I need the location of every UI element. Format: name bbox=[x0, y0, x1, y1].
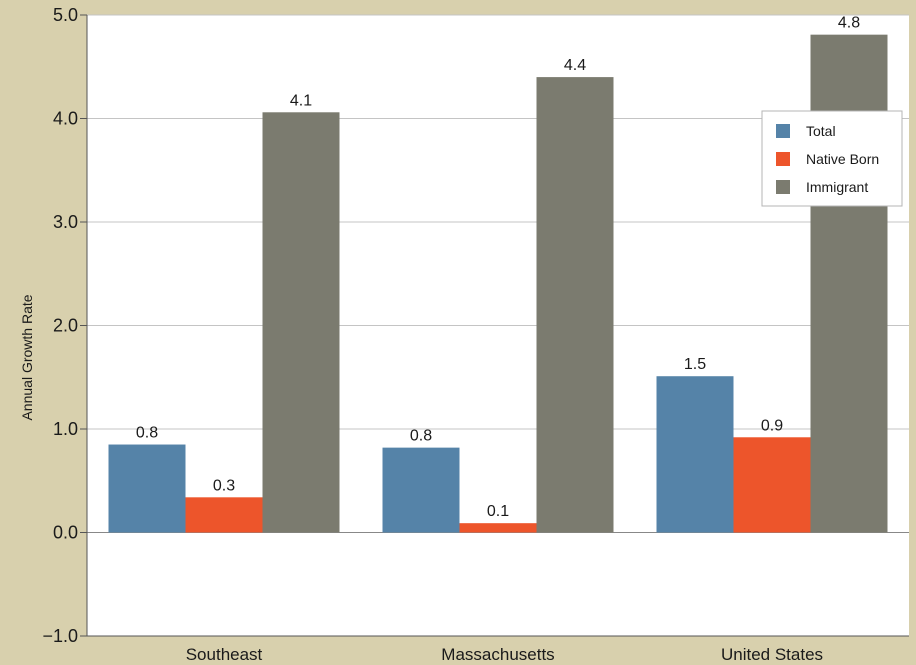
bar-native-born-united-states bbox=[733, 437, 811, 533]
data-label-immigrant-massachusetts: 4.4 bbox=[564, 57, 586, 74]
data-label-total-massachusetts: 0.8 bbox=[410, 428, 432, 445]
bar-total-massachusetts bbox=[382, 447, 460, 533]
y-tick-label: 0.0 bbox=[53, 523, 78, 543]
data-labels: 0.8 0.3 4.1 0.8 0.1 4.4 1.5 0.9 4.8 bbox=[136, 15, 860, 521]
x-axis-ticks: Southeast Massachusetts United States bbox=[186, 645, 823, 664]
data-label-immigrant-united-states: 4.8 bbox=[838, 15, 860, 32]
bar-total-southeast bbox=[108, 444, 186, 533]
y-tick-label: 5.0 bbox=[53, 5, 78, 25]
legend-swatch-native-born bbox=[776, 152, 790, 166]
legend-swatch-total bbox=[776, 124, 790, 138]
legend-label-total: Total bbox=[806, 123, 836, 139]
y-tick-label: −1.0 bbox=[42, 626, 78, 646]
legend: Total Native Born Immigrant bbox=[761, 110, 903, 207]
y-axis-ticks: −1.0 0.0 1.0 2.0 3.0 4.0 5.0 bbox=[42, 5, 87, 646]
data-label-immigrant-southeast: 4.1 bbox=[290, 92, 312, 109]
bar-immigrant-southeast bbox=[262, 112, 340, 533]
data-label-total-united-states: 1.5 bbox=[684, 356, 706, 373]
legend-label-native-born: Native Born bbox=[806, 151, 879, 167]
y-tick-label: 3.0 bbox=[53, 212, 78, 232]
x-tick-label-united-states: United States bbox=[721, 645, 823, 664]
bar-native-born-southeast bbox=[185, 497, 263, 533]
bar-total-united-states bbox=[656, 376, 734, 533]
y-axis-title: Annual Growth Rate bbox=[19, 294, 35, 420]
x-tick-label-southeast: Southeast bbox=[186, 645, 263, 664]
y-tick-label: 1.0 bbox=[53, 419, 78, 439]
data-label-native-born-united-states: 0.9 bbox=[761, 417, 783, 434]
x-tick-label-massachusetts: Massachusetts bbox=[441, 645, 554, 664]
bar-immigrant-massachusetts bbox=[536, 77, 614, 533]
data-label-native-born-southeast: 0.3 bbox=[213, 477, 235, 494]
data-label-native-born-massachusetts: 0.1 bbox=[487, 503, 509, 520]
y-tick-label: 4.0 bbox=[53, 109, 78, 129]
data-label-total-southeast: 0.8 bbox=[136, 425, 158, 442]
bar-native-born-massachusetts bbox=[459, 523, 537, 533]
y-tick-label: 2.0 bbox=[53, 316, 78, 336]
legend-label-immigrant: Immigrant bbox=[806, 179, 868, 195]
bar-immigrant-united-states bbox=[810, 34, 888, 533]
legend-swatch-immigrant bbox=[776, 180, 790, 194]
